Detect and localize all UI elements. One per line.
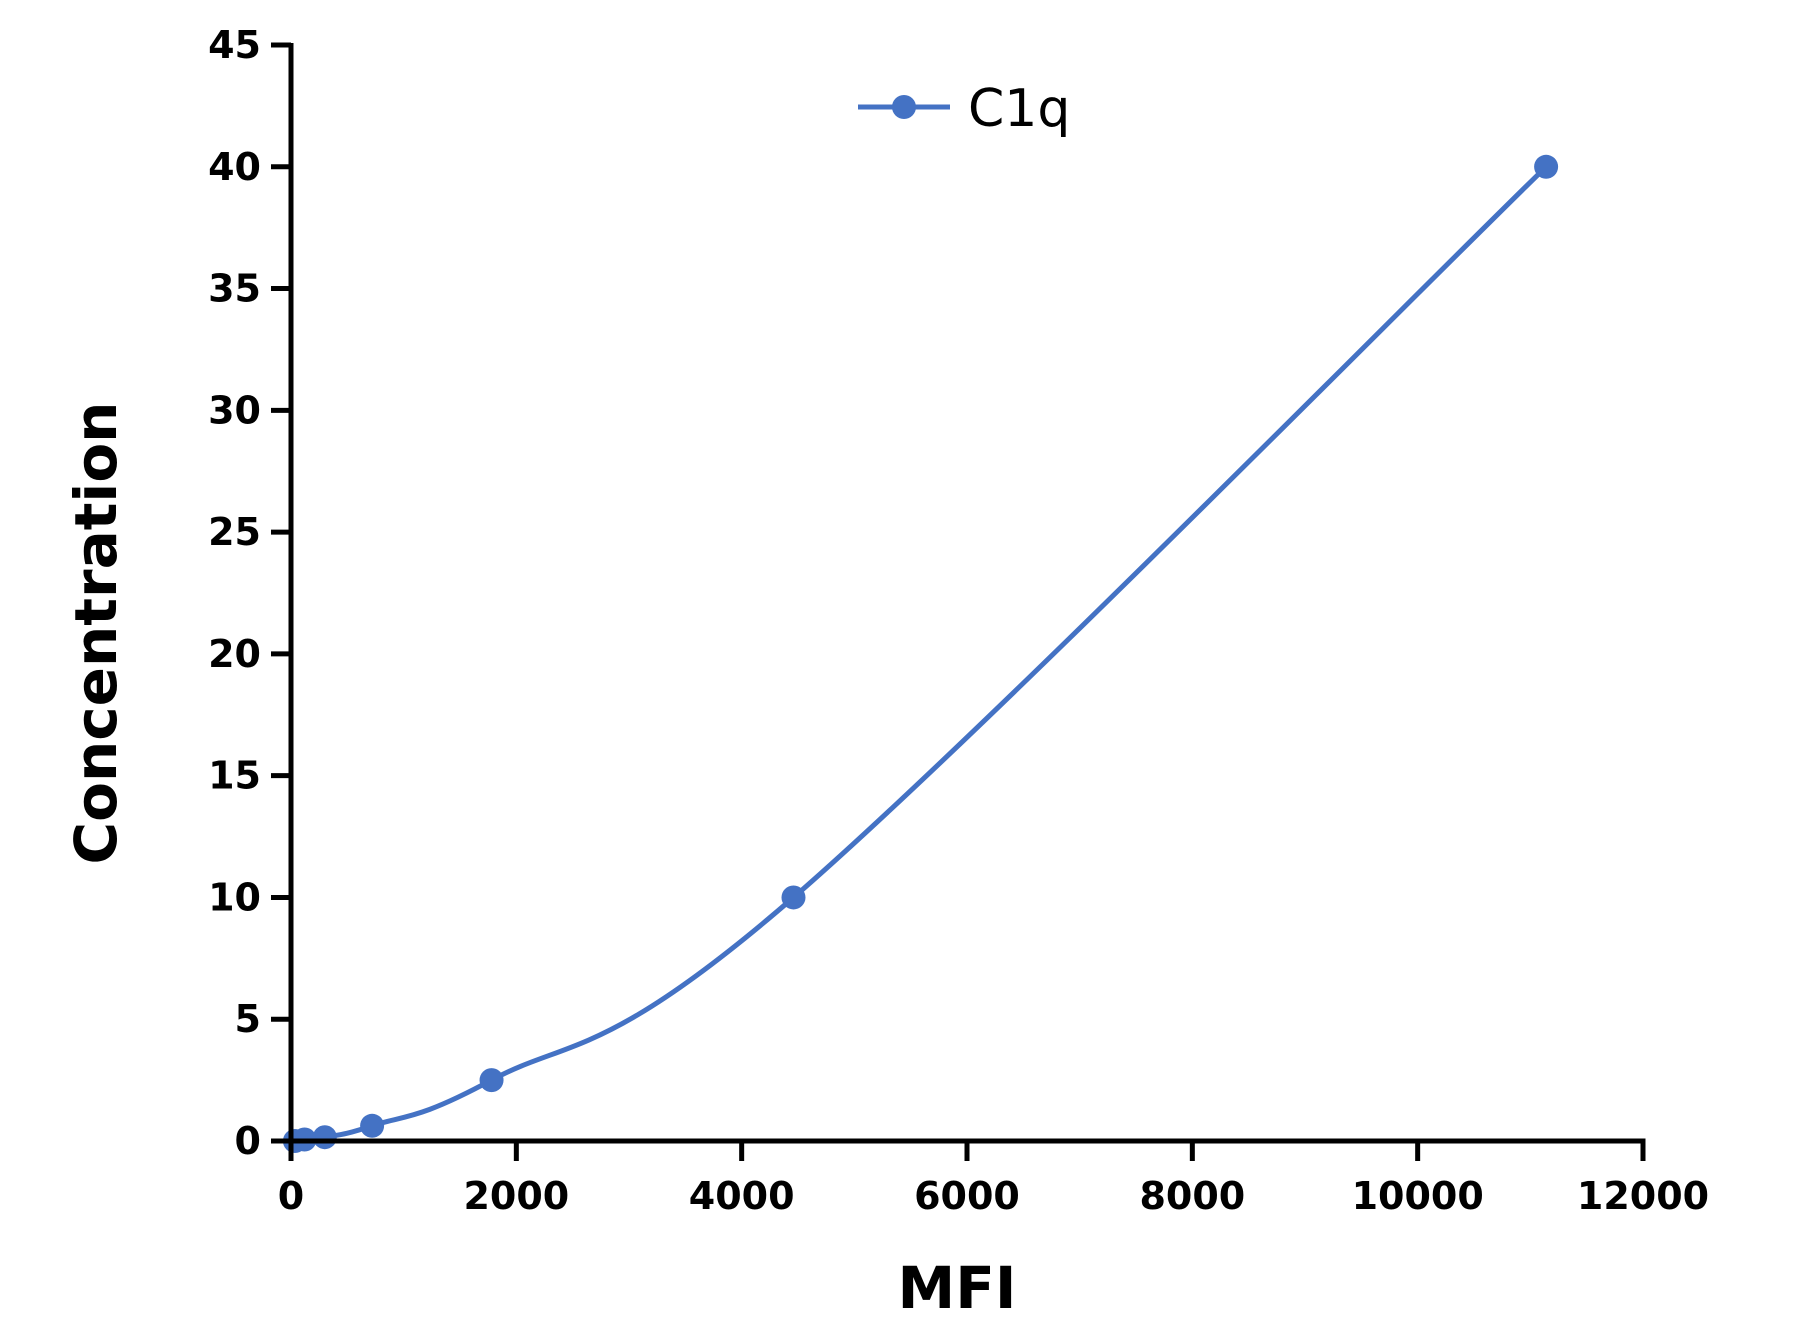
data-point — [479, 1068, 504, 1093]
data-point — [781, 885, 806, 910]
plot-area — [282, 154, 1559, 1153]
legend-label: C1q — [968, 79, 1070, 139]
x-tick-label: 4000 — [689, 1174, 795, 1218]
data-point — [312, 1125, 337, 1150]
series-line — [292, 164, 1549, 1144]
x-axis-title: MFI — [898, 1254, 1017, 1322]
x-tick-label: 10000 — [1352, 1174, 1484, 1218]
y-tick-label: 0 — [235, 1119, 261, 1163]
x-tick-label: 0 — [278, 1174, 304, 1218]
y-tick-label: 15 — [208, 754, 261, 798]
y-tick-label: 35 — [208, 267, 261, 311]
y-tick-label: 40 — [208, 145, 261, 189]
x-tick-label: 12000 — [1577, 1174, 1709, 1218]
ticks: 0 5 10 15 20 25 30 35 40 45 0 2000 4000 6000 8000 10000… — [208, 23, 1709, 1218]
y-tick-label: 45 — [208, 23, 261, 67]
y-axis-title: Concentration — [62, 402, 130, 865]
y-tick-label: 10 — [208, 875, 261, 919]
data-point — [1534, 154, 1559, 179]
axes — [288, 43, 1646, 1144]
y-tick-label: 5 — [235, 997, 261, 1041]
y-tick-label: 30 — [208, 388, 261, 432]
y-tick-label: 20 — [208, 632, 261, 676]
legend-marker — [892, 95, 916, 119]
data-point — [360, 1113, 385, 1138]
x-tick-label: 2000 — [463, 1174, 569, 1218]
y-tick-label: 25 — [208, 510, 261, 554]
x-tick-label: 8000 — [1139, 1174, 1245, 1218]
legend: C1q — [858, 79, 1070, 139]
x-tick-label: 6000 — [914, 1174, 1020, 1218]
